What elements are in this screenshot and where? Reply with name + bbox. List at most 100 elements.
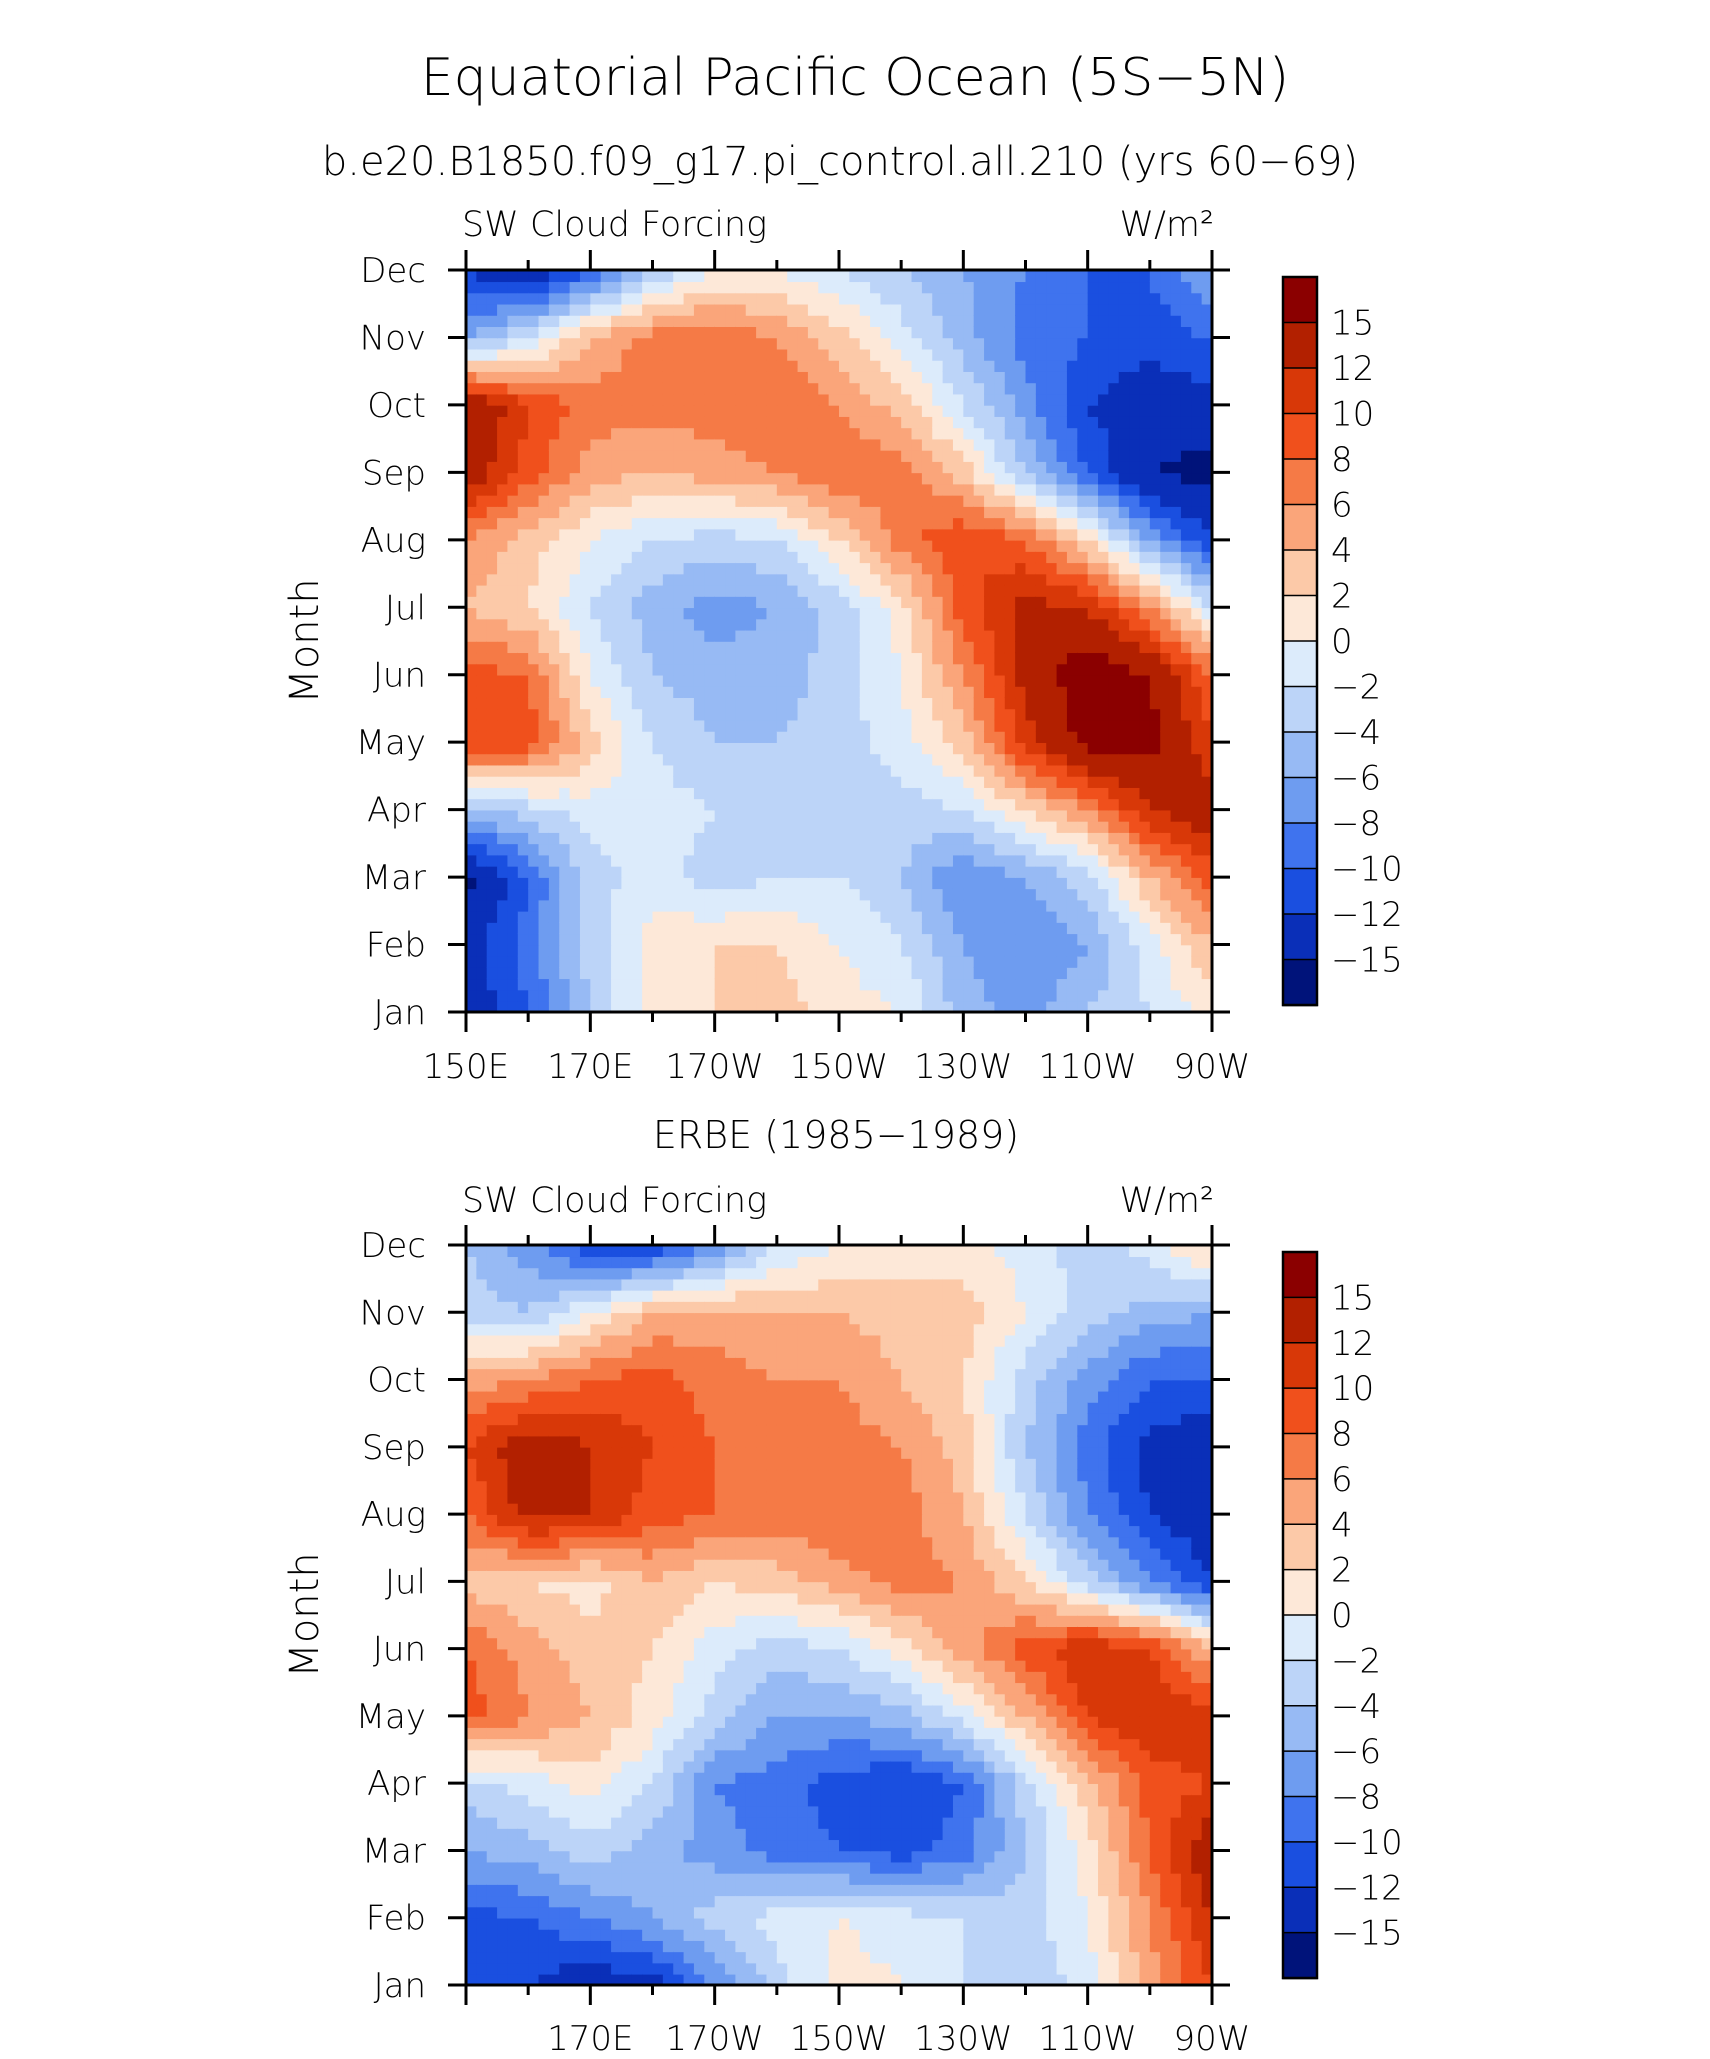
field-cell — [1180, 427, 1193, 440]
field-cell — [1180, 584, 1193, 597]
field-cell — [1108, 494, 1120, 507]
field-cell — [590, 832, 602, 845]
field-cell — [590, 933, 602, 946]
field-cell — [994, 730, 1006, 743]
field-cell — [776, 697, 788, 710]
field-cell — [828, 562, 840, 575]
field-cell — [579, 820, 592, 833]
field-cell — [476, 944, 488, 957]
field-cell — [1149, 359, 1161, 372]
field-cell — [725, 337, 737, 350]
field-cell — [642, 877, 654, 890]
field-cell — [849, 404, 861, 417]
field-cell — [714, 281, 726, 294]
field-cell — [642, 832, 654, 845]
field-cell — [693, 551, 706, 564]
field-cell — [507, 1962, 519, 1975]
field-cell — [1118, 427, 1130, 440]
field-cell — [901, 944, 913, 957]
field-cell — [901, 281, 913, 294]
field-cell — [1118, 449, 1130, 462]
field-cell — [569, 742, 581, 755]
field-cell — [590, 730, 602, 743]
panel-model: JanFebMarAprMayJunJulAugSepOctNovDec150E… — [282, 205, 1403, 1087]
field-cell — [756, 922, 768, 935]
field-cell — [1139, 641, 1151, 654]
field-cell — [497, 663, 509, 676]
field-cell — [880, 303, 892, 316]
field-cell — [942, 944, 954, 957]
field-cell — [1160, 843, 1172, 856]
field-cell — [921, 933, 934, 946]
field-cell — [507, 584, 519, 597]
field-cell — [1046, 910, 1058, 923]
field-cell — [1035, 865, 1048, 878]
field-cell — [579, 461, 592, 474]
field-cell — [1015, 270, 1027, 283]
field-cell — [1118, 596, 1130, 609]
field-cell — [486, 506, 498, 519]
field-cell — [849, 528, 861, 541]
field-cell — [517, 1928, 529, 1941]
field-cell — [590, 787, 602, 800]
field-cell — [631, 764, 643, 777]
field-cell — [735, 483, 747, 496]
field-cell — [984, 326, 996, 339]
field-cell — [548, 697, 561, 710]
field-cell — [870, 697, 882, 710]
field-cell — [1077, 787, 1089, 800]
field-cell — [662, 685, 675, 699]
field-cell — [704, 652, 716, 665]
field-cell — [725, 764, 737, 777]
field-cell — [579, 303, 592, 316]
field-cell — [1077, 449, 1089, 462]
field-cell — [787, 618, 799, 631]
field-cell — [466, 843, 478, 856]
field-cell — [735, 798, 747, 811]
field-cell — [486, 573, 498, 586]
field-cell — [1191, 685, 1203, 699]
field-cell — [859, 652, 871, 665]
field-cell — [517, 910, 529, 923]
field-cell — [486, 1962, 498, 1975]
field-cell — [662, 641, 675, 654]
field-cell — [507, 393, 519, 406]
field-cell — [1098, 551, 1110, 564]
field-cell — [704, 506, 716, 519]
field-cell — [652, 933, 664, 946]
field-cell — [859, 461, 871, 474]
field-cell — [486, 292, 498, 305]
field-cell — [1201, 337, 1213, 350]
field-cell — [611, 742, 623, 755]
field-cell — [859, 685, 871, 699]
field-cell — [756, 809, 768, 822]
field-cell — [942, 730, 954, 743]
field-cell — [797, 697, 809, 710]
field-cell — [611, 314, 623, 328]
field-cell — [921, 697, 934, 710]
field-cell — [901, 764, 913, 777]
field-cell — [631, 922, 643, 935]
field-cell — [725, 528, 737, 541]
field-cell — [486, 1917, 498, 1930]
field-cell — [1160, 764, 1172, 777]
field-cell — [735, 404, 747, 417]
field-cell — [942, 539, 954, 552]
colorbar-label: 0 — [1331, 622, 1353, 662]
field-cell — [797, 820, 809, 833]
field-cell — [880, 483, 892, 496]
field-cell — [984, 967, 996, 980]
field-cell — [1066, 326, 1079, 339]
field-cell — [859, 494, 871, 507]
field-cell — [787, 314, 799, 328]
field-cell — [766, 708, 778, 721]
field-cell — [1087, 652, 1099, 665]
field-cell — [631, 933, 643, 946]
field-cell — [704, 764, 716, 777]
field-cell — [569, 551, 581, 564]
field-cell — [579, 865, 592, 878]
field-cell — [1087, 371, 1099, 384]
field-cell — [984, 764, 996, 777]
field-cell — [994, 629, 1006, 642]
field-cell — [569, 607, 581, 620]
